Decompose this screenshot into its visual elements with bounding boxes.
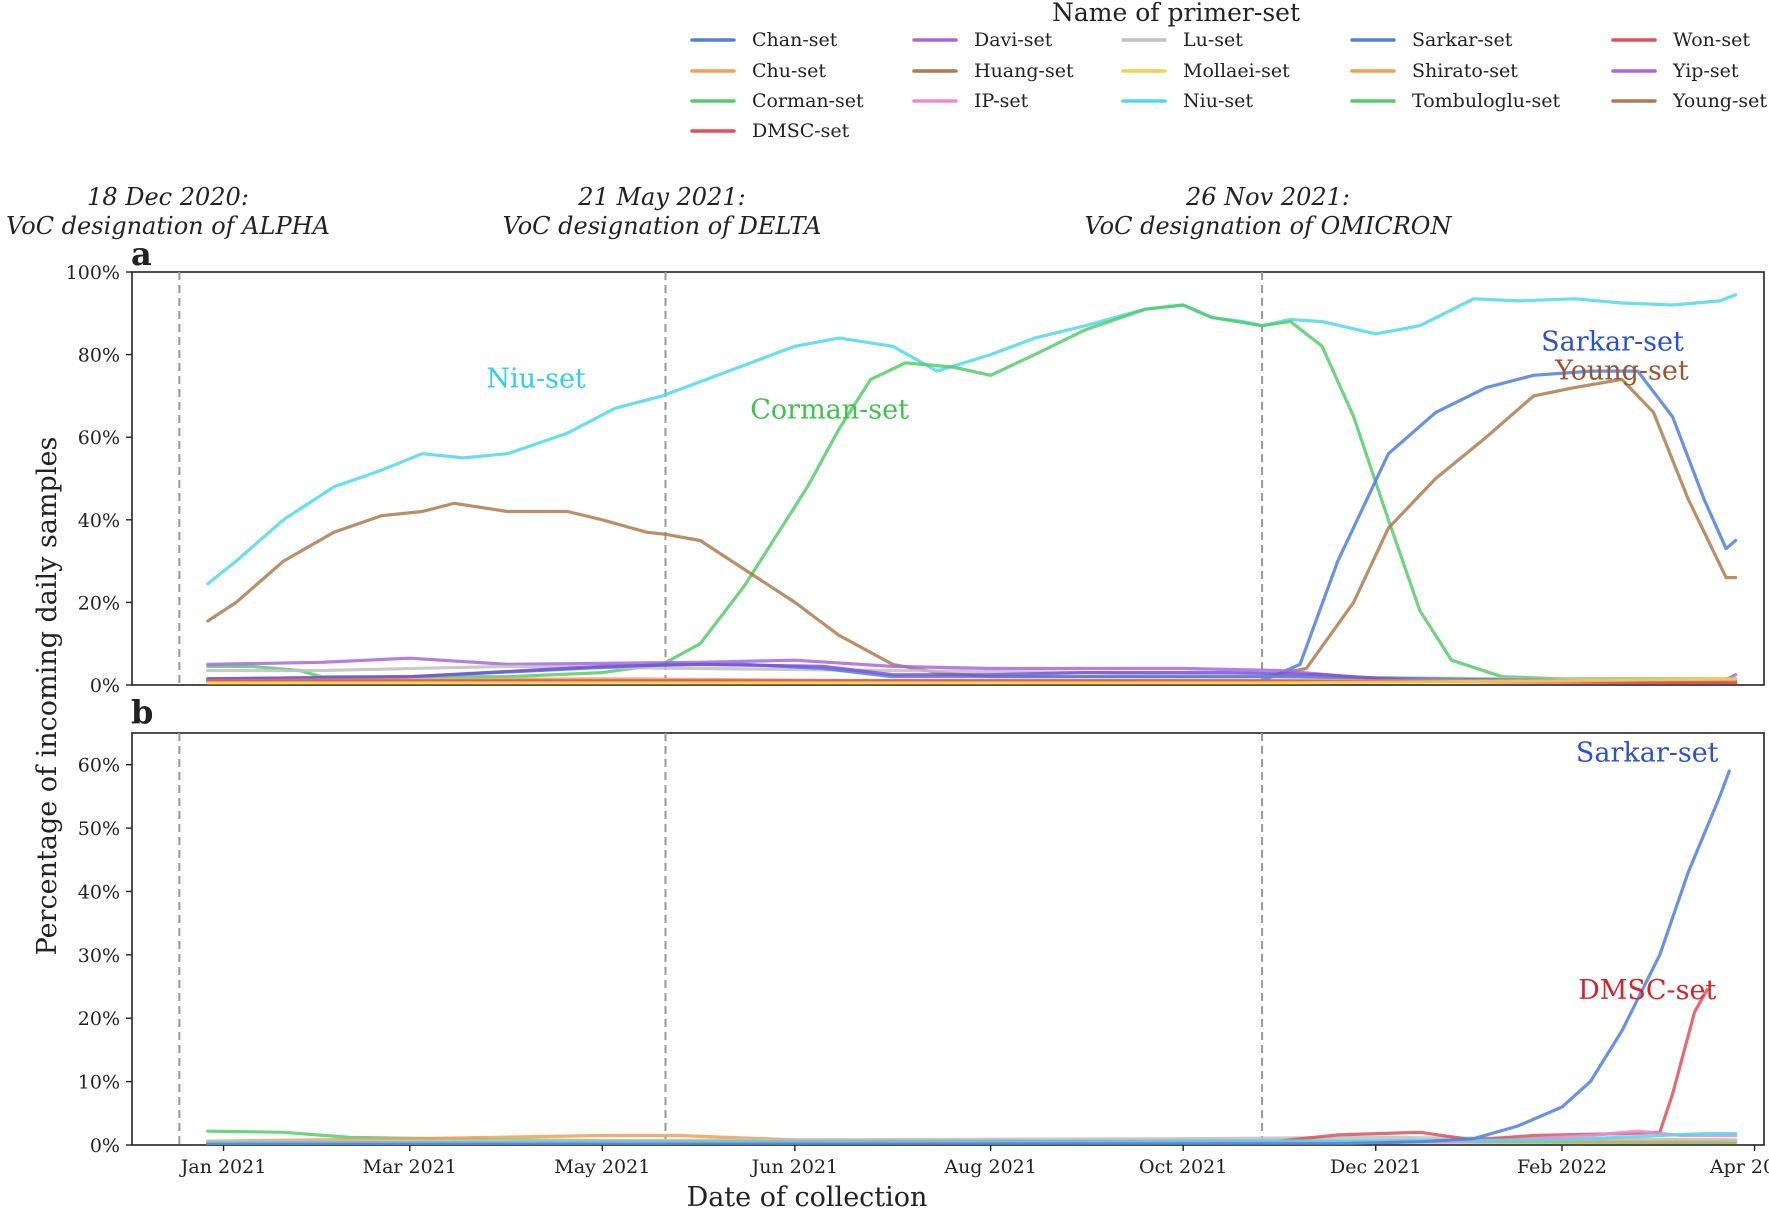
legend-label: Tombuloglu-set bbox=[1412, 90, 1560, 112]
y-tick-label: 20% bbox=[78, 592, 120, 614]
y-tick-label: 60% bbox=[78, 755, 120, 777]
x-axis-ticks: Jan 2021 Mar 2021 May 2021 Jun 2021 Aug 2021… bbox=[179, 1145, 1769, 1178]
x-tick-label: Dec 2021 bbox=[1330, 1156, 1422, 1178]
series-group bbox=[206, 293, 1738, 685]
y-tick-label: 50% bbox=[78, 818, 120, 840]
legend-label: Mollaei-set bbox=[1183, 60, 1290, 82]
y-tick-label: 40% bbox=[78, 881, 120, 903]
legend-item-young-set: Young-set bbox=[1611, 90, 1767, 112]
curve-label-sarkar-set: Sarkar-set bbox=[1576, 738, 1719, 769]
legend-label: Lu-set bbox=[1183, 29, 1243, 51]
y-tick-label: 40% bbox=[78, 510, 120, 532]
annotation-date: 26 Nov 2021: bbox=[1185, 183, 1350, 211]
x-tick-label: May 2021 bbox=[554, 1156, 650, 1178]
series-line-sarkar-set bbox=[206, 369, 1738, 683]
curve-label-corman-set: Corman-set bbox=[750, 395, 909, 426]
legend-item-corman-set: Corman-set bbox=[690, 90, 864, 112]
annotation-text: VoC designation of ALPHA bbox=[6, 212, 330, 240]
panel-a: 0% 20% 40% 60% 80% 100% Niu-set Corman-set Sarka… bbox=[66, 262, 1765, 697]
legend: Name of primer-set Chan-set Chu-set Corman… bbox=[690, 0, 1767, 142]
x-tick-label: Jun 2021 bbox=[750, 1156, 838, 1178]
series-group bbox=[206, 769, 1738, 1145]
panel-letter-b: b bbox=[131, 693, 153, 731]
y-tick-label: 0% bbox=[90, 1135, 120, 1157]
x-tick-label: Mar 2021 bbox=[363, 1156, 457, 1178]
x-tick-label: Oct 2021 bbox=[1139, 1156, 1227, 1178]
series-line-yip-set bbox=[206, 662, 1738, 683]
legend-item-davi-set: Davi-set bbox=[912, 29, 1053, 51]
annotation-date: 21 May 2021: bbox=[577, 183, 745, 211]
curve-label-niu-set: Niu-set bbox=[486, 364, 586, 395]
legend-label: Yip-set bbox=[1672, 60, 1739, 82]
legend-item-mollaei-set: Mollaei-set bbox=[1121, 60, 1290, 82]
series-line-corman-set bbox=[206, 303, 1738, 681]
y-tick-label: 20% bbox=[78, 1008, 120, 1030]
plot-frame bbox=[131, 271, 1765, 686]
legend-label: Chu-set bbox=[752, 60, 826, 82]
series-line-niu-set bbox=[206, 1132, 1738, 1145]
y-tick-label: 0% bbox=[90, 675, 120, 697]
legend-item-tombuloglu-set: Tombuloglu-set bbox=[1350, 90, 1560, 112]
annotation-text: VoC designation of DELTA bbox=[503, 212, 822, 240]
curve-label-dmsc-set: DMSC-set bbox=[1578, 975, 1716, 1006]
legend-label: Davi-set bbox=[974, 29, 1053, 51]
series-line-sarkar-set bbox=[206, 769, 1731, 1145]
legend-label: IP-set bbox=[974, 90, 1029, 112]
legend-item-shirato-set: Shirato-set bbox=[1350, 60, 1518, 82]
legend-label: DMSC-set bbox=[752, 120, 850, 142]
legend-title: Name of primer-set bbox=[1052, 0, 1300, 27]
legend-label: Sarkar-set bbox=[1412, 29, 1513, 51]
legend-label: Corman-set bbox=[752, 90, 864, 112]
legend-item-ip-set: IP-set bbox=[912, 90, 1029, 112]
annotation-text: VoC designation of OMICRON bbox=[1085, 212, 1453, 240]
x-axis-label: Date of collection bbox=[687, 1182, 928, 1212]
panel-b: 0% 10% 20% 30% 40% 50% 60% Sarkar-set DMSC-set bbox=[78, 732, 1765, 1157]
y-tick-label: 100% bbox=[66, 262, 120, 284]
annotation-26-nov-2021: 26 Nov 2021:VoC designation of OMICRON bbox=[1085, 183, 1453, 240]
legend-item-huang-set: Huang-set bbox=[912, 60, 1074, 82]
x-tick-label: Aug 2021 bbox=[943, 1156, 1037, 1178]
legend-label: Chan-set bbox=[752, 29, 838, 51]
voc-annotations: 18 Dec 2020:VoC designation of ALPHA 21 M… bbox=[6, 183, 1452, 240]
series-line-dmsc-set bbox=[206, 988, 1709, 1145]
annotation-date: 18 Dec 2020: bbox=[87, 183, 249, 211]
legend-item-chu-set: Chu-set bbox=[690, 60, 826, 82]
y-tick-label: 60% bbox=[78, 427, 120, 449]
legend-item-dmsc-set: DMSC-set bbox=[690, 120, 850, 142]
legend-item-won-set: Won-set bbox=[1611, 29, 1750, 51]
annotation-18-dec-2020: 18 Dec 2020:VoC designation of ALPHA bbox=[6, 183, 330, 240]
curve-label-young-set: Young-set bbox=[1554, 355, 1689, 386]
x-tick-label: Apr 2022 bbox=[1709, 1156, 1769, 1178]
legend-item-lu-set: Lu-set bbox=[1121, 29, 1243, 51]
annotation-21-may-2021: 21 May 2021:VoC designation of DELTA bbox=[503, 183, 822, 240]
legend-item-sarkar-set: Sarkar-set bbox=[1350, 29, 1513, 51]
legend-label: Won-set bbox=[1673, 29, 1750, 51]
panel-letter-a: a bbox=[131, 235, 152, 273]
legend-item-niu-set: Niu-set bbox=[1121, 90, 1253, 112]
series-line-mollaei-set bbox=[206, 677, 1738, 685]
curve-label-sarkar-set: Sarkar-set bbox=[1541, 326, 1684, 357]
plot-frame bbox=[131, 732, 1765, 1146]
legend-item-yip-set: Yip-set bbox=[1611, 60, 1739, 82]
legend-label: Huang-set bbox=[974, 60, 1074, 82]
y-tick-label: 80% bbox=[78, 345, 120, 367]
series-line-young-set bbox=[206, 377, 1738, 679]
legend-label: Niu-set bbox=[1183, 90, 1253, 112]
legend-label: Shirato-set bbox=[1412, 60, 1518, 82]
legend-label: Young-set bbox=[1672, 90, 1767, 112]
legend-item-chan-set: Chan-set bbox=[690, 29, 838, 51]
y-axis-label: Percentage of incoming daily samples bbox=[32, 437, 63, 956]
y-tick-label: 10% bbox=[78, 1072, 120, 1094]
y-tick-label: 30% bbox=[78, 945, 120, 967]
series-line-niu-set bbox=[206, 293, 1738, 586]
x-tick-label: Jan 2021 bbox=[179, 1156, 267, 1178]
x-tick-label: Feb 2022 bbox=[1517, 1156, 1607, 1178]
